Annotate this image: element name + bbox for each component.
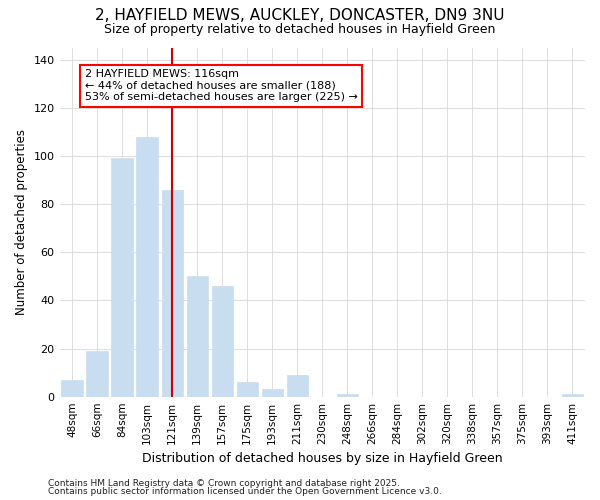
Text: Contains public sector information licensed under the Open Government Licence v3: Contains public sector information licen…	[48, 487, 442, 496]
Bar	[61, 380, 83, 396]
Bar	[136, 136, 158, 396]
Bar	[86, 351, 108, 397]
Text: 2, HAYFIELD MEWS, AUCKLEY, DONCASTER, DN9 3NU: 2, HAYFIELD MEWS, AUCKLEY, DONCASTER, DN…	[95, 8, 505, 22]
Bar	[161, 190, 183, 396]
Bar	[287, 375, 308, 396]
Text: Size of property relative to detached houses in Hayfield Green: Size of property relative to detached ho…	[104, 22, 496, 36]
X-axis label: Distribution of detached houses by size in Hayfield Green: Distribution of detached houses by size …	[142, 452, 503, 465]
Bar	[236, 382, 258, 396]
Bar	[337, 394, 358, 396]
Bar	[212, 286, 233, 397]
Bar	[562, 394, 583, 396]
Text: Contains HM Land Registry data © Crown copyright and database right 2025.: Contains HM Land Registry data © Crown c…	[48, 478, 400, 488]
Bar	[187, 276, 208, 396]
Bar	[112, 158, 133, 396]
Y-axis label: Number of detached properties: Number of detached properties	[15, 129, 28, 315]
Bar	[262, 390, 283, 396]
Text: 2 HAYFIELD MEWS: 116sqm
← 44% of detached houses are smaller (188)
53% of semi-d: 2 HAYFIELD MEWS: 116sqm ← 44% of detache…	[85, 69, 358, 102]
